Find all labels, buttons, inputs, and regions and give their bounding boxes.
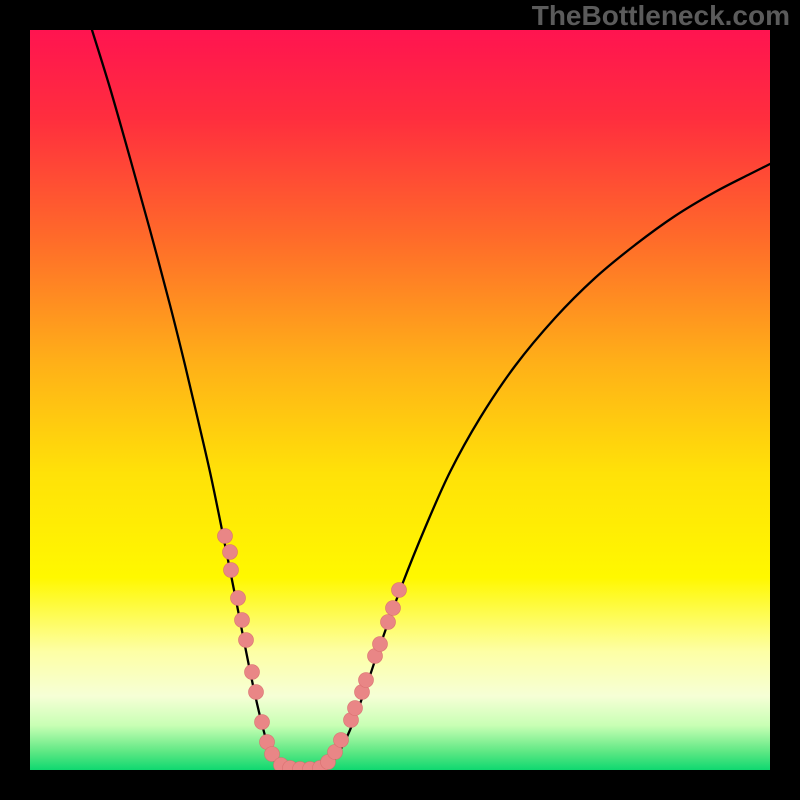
chart-overlay (30, 30, 770, 770)
data-marker (224, 563, 239, 578)
data-marker (392, 583, 407, 598)
data-marker (223, 545, 238, 560)
data-marker (359, 673, 374, 688)
data-marker (348, 701, 363, 716)
data-marker (218, 529, 233, 544)
data-marker (381, 615, 396, 630)
data-marker (235, 613, 250, 628)
data-marker (255, 715, 270, 730)
watermark-text: TheBottleneck.com (532, 0, 790, 32)
data-marker (249, 685, 264, 700)
plot-area (30, 30, 770, 770)
data-marker (239, 633, 254, 648)
chart-canvas: TheBottleneck.com (0, 0, 800, 800)
data-marker (231, 591, 246, 606)
data-marker (334, 733, 349, 748)
data-marker (245, 665, 260, 680)
data-marker (386, 601, 401, 616)
bottleneck-curve (92, 30, 770, 770)
data-marker (373, 637, 388, 652)
